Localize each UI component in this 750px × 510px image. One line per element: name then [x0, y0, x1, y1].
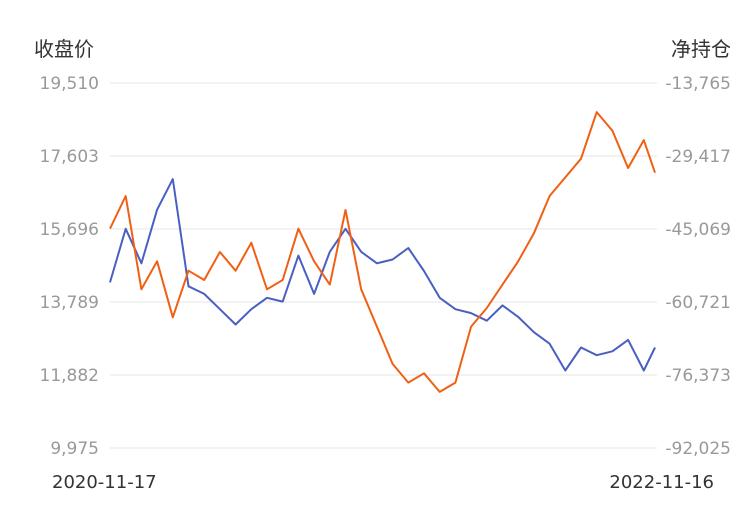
left-tick-label: 15,696 — [40, 220, 99, 240]
right-tick-label: -92,025 — [665, 439, 731, 459]
close-price-line — [109, 178, 656, 372]
x-end-label: 2022-11-16 — [609, 472, 714, 493]
net-position-line — [109, 111, 656, 393]
left-axis-title: 收盘价 — [34, 37, 94, 61]
x-start-label: 2020-11-17 — [52, 472, 157, 493]
left-tick-label: 9,975 — [50, 439, 99, 459]
left-tick-label: 13,789 — [40, 293, 99, 313]
gridlines — [110, 82, 657, 449]
right-tick-label: -76,373 — [665, 366, 731, 386]
left-tick-label: 19,510 — [40, 74, 99, 94]
left-tick-label: 17,603 — [40, 147, 99, 167]
right-tick-label: -45,069 — [665, 220, 731, 240]
right-axis-title: 净持仓 — [671, 37, 731, 61]
right-tick-label: -29,417 — [665, 147, 731, 167]
right-axis: -13,765 -29,417 -45,069 -60,721 -76,373 -92,0… — [665, 74, 731, 459]
right-tick-label: -60,721 — [665, 293, 731, 313]
left-tick-label: 11,882 — [40, 366, 99, 386]
series-layer — [109, 111, 656, 393]
left-axis: 19,510 17,603 15,696 13,789 11,882 9,975 — [40, 74, 99, 459]
right-tick-label: -13,765 — [665, 74, 731, 94]
